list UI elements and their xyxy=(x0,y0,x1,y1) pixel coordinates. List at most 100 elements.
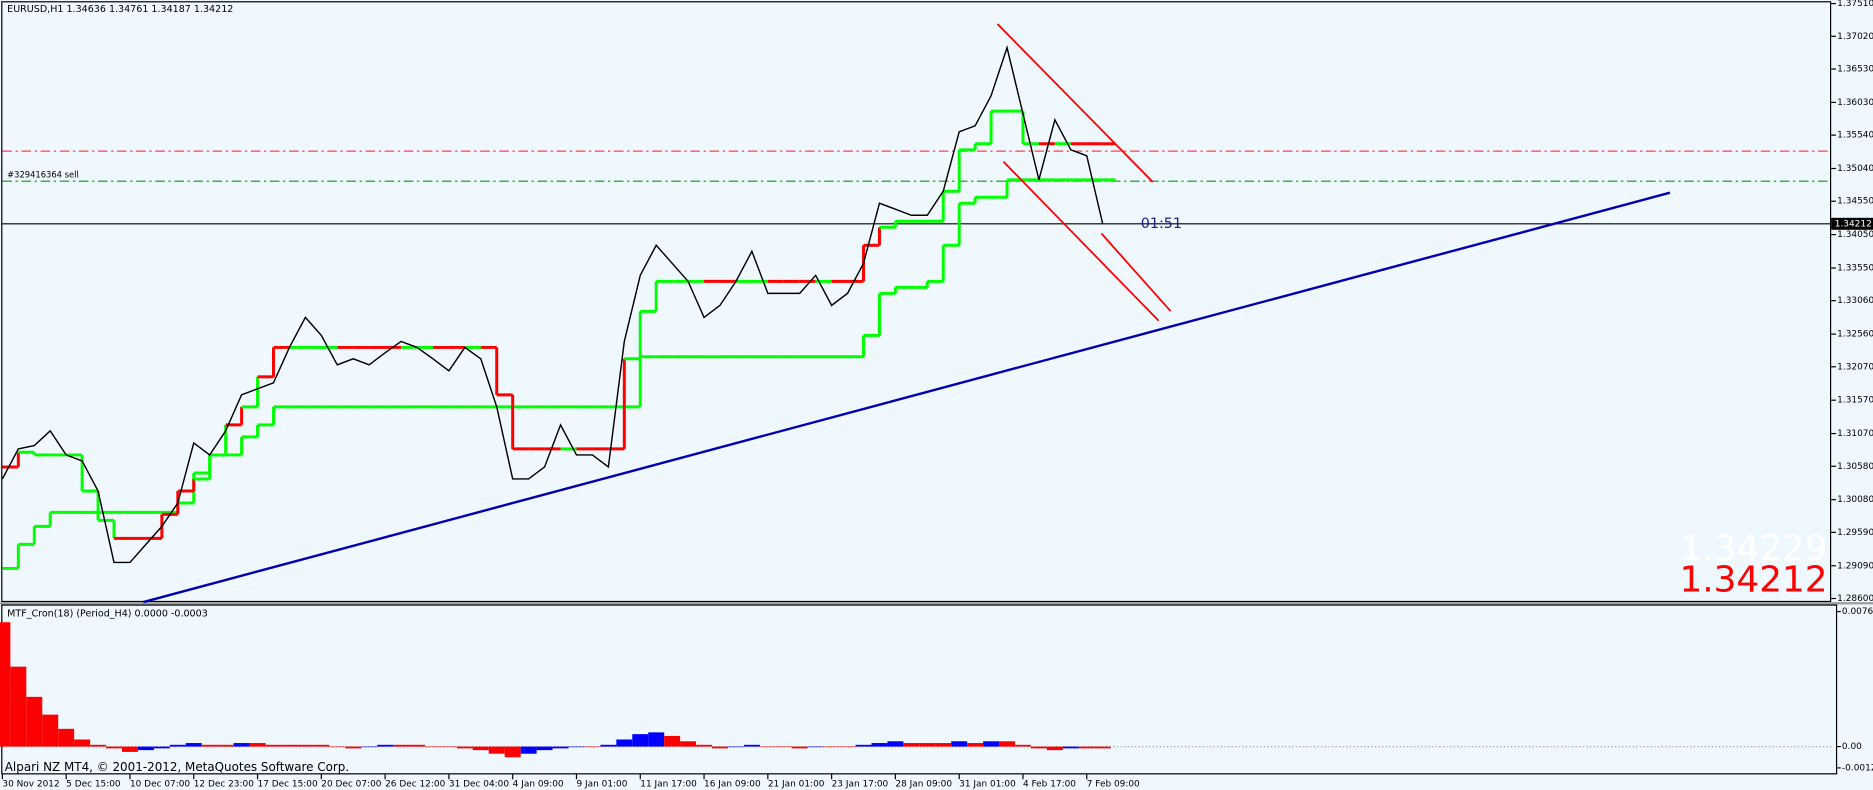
x-tick-label: 4 Feb 17:00 xyxy=(1023,780,1076,790)
x-tick-label: 30 Nov 2012 xyxy=(2,780,59,790)
histogram-bar xyxy=(696,744,713,747)
x-tick-label: 28 Jan 09:00 xyxy=(895,780,952,790)
histogram-bar xyxy=(1046,746,1063,751)
y-tick-label: 1.31070 xyxy=(1837,429,1873,439)
y-tick-label: 1.37510 xyxy=(1837,0,1873,9)
histogram-bar xyxy=(823,746,840,748)
histogram-bar xyxy=(265,744,282,747)
histogram-bar xyxy=(967,743,984,747)
y-tick-label: 1.28600 xyxy=(1837,594,1873,604)
blue-trendline xyxy=(143,191,1671,604)
histogram-bar xyxy=(903,743,920,747)
histogram-bar xyxy=(871,743,888,747)
histogram-bar xyxy=(329,746,346,748)
price-line xyxy=(1,45,1104,564)
histogram-bar xyxy=(919,743,936,747)
channel-upper xyxy=(996,23,1154,183)
x-tick-label: 5 Dec 15:00 xyxy=(66,780,121,790)
histogram-bar xyxy=(1094,746,1111,749)
histogram-bar xyxy=(377,744,394,747)
histogram-bar xyxy=(520,746,537,754)
histogram-bar xyxy=(361,746,378,748)
histogram-bar xyxy=(58,728,75,747)
x-tick-label: 23 Jan 17:00 xyxy=(832,780,889,790)
histogram-bar xyxy=(616,739,633,747)
histogram-bar xyxy=(345,746,362,749)
chart-title: EURUSD,H1 1.34636 1.34761 1.34187 1.3421… xyxy=(7,4,233,15)
y-tick-label: 0.0076 xyxy=(1842,607,1873,617)
y-tick-label: 1.34550 xyxy=(1837,197,1873,207)
histogram-bar xyxy=(552,746,569,749)
histogram-bar xyxy=(26,696,43,747)
y-tick-label: 1.30580 xyxy=(1837,462,1873,472)
histogram-bar xyxy=(169,744,186,747)
x-tick-label: 26 Dec 12:00 xyxy=(385,780,445,790)
histogram-bar xyxy=(807,746,824,748)
histogram-bar xyxy=(74,739,91,747)
histogram-bar xyxy=(648,732,665,747)
ask-big: 1.34229 xyxy=(1679,529,1827,570)
histogram-bar xyxy=(137,746,154,751)
x-tick-label: 11 Jan 17:00 xyxy=(640,780,697,790)
histogram-bar xyxy=(153,746,170,749)
y-tick-label: 1.33550 xyxy=(1837,263,1873,273)
y-tick-label: 0.00 xyxy=(1842,742,1862,752)
x-tick-label: 16 Jan 09:00 xyxy=(704,780,761,790)
histogram-bar xyxy=(536,746,553,751)
histogram-bar xyxy=(887,741,904,747)
order-level-line-label: #329416364 sell xyxy=(7,170,79,180)
indicator-title: MTF_Cron(18) (Period_H4) 0.0000 -0.0003 xyxy=(7,609,208,620)
x-tick-label: 21 Jan 01:00 xyxy=(768,780,825,790)
x-tick-label: 31 Dec 04:00 xyxy=(449,780,509,790)
panel-separator xyxy=(0,602,1873,605)
histogram-bar xyxy=(568,746,585,748)
histogram-bar xyxy=(106,746,122,749)
main-frame xyxy=(1,1,1832,603)
histogram-bar xyxy=(951,741,968,747)
x-tick-label: 9 Jan 01:00 xyxy=(576,780,627,790)
histogram-bar xyxy=(855,744,872,747)
histogram-bar xyxy=(1030,746,1047,749)
histogram-bar xyxy=(249,743,266,747)
y-tick-label: 1.35040 xyxy=(1837,164,1873,174)
y-tick-label: 1.35540 xyxy=(1837,131,1873,141)
bid-box xyxy=(1831,217,1873,230)
histogram-bar xyxy=(90,744,107,747)
y-tick-label: 1.36030 xyxy=(1837,98,1873,108)
x-tick-label: 31 Jan 01:00 xyxy=(959,780,1016,790)
x-tick-label: 10 Dec 07:00 xyxy=(130,780,190,790)
y-tick-label: 1.29590 xyxy=(1837,528,1873,538)
histogram-bar xyxy=(456,746,473,749)
histogram-bar xyxy=(201,744,218,747)
bid-label: 1.34212 xyxy=(1835,219,1872,229)
histogram-bar xyxy=(712,746,728,749)
histogram-bar xyxy=(488,746,505,754)
trendlines xyxy=(143,23,1671,604)
x-tick-label: 4 Jan 09:00 xyxy=(513,780,564,790)
histogram-bar xyxy=(727,746,744,748)
y-tick-label: 1.29090 xyxy=(1837,561,1873,571)
y-tick-label: 1.31570 xyxy=(1837,396,1873,406)
histogram-bar xyxy=(440,746,457,748)
y-tick-label: 1.32070 xyxy=(1837,362,1873,372)
histogram-bar xyxy=(600,744,617,747)
histogram-bar xyxy=(935,743,952,747)
histogram-bar xyxy=(504,746,521,758)
histogram-bar xyxy=(424,746,441,748)
histogram-bar xyxy=(632,734,649,747)
histogram-bar xyxy=(393,744,410,747)
y-tick-label: 1.34050 xyxy=(1837,230,1873,240)
y-tick-label: 1.33060 xyxy=(1837,296,1873,306)
histogram-bar xyxy=(743,744,760,747)
x-tick-label: 7 Feb 09:00 xyxy=(1087,780,1140,790)
histogram-bar xyxy=(983,741,1000,747)
footer: Alpari NZ MT4, © 2001-2012, MetaQuotes S… xyxy=(5,760,349,774)
x-tick-label: 17 Dec 15:00 xyxy=(258,780,318,790)
histogram-bar xyxy=(680,741,697,747)
x-tick-label: 12 Dec 23:00 xyxy=(194,780,254,790)
channel-mid xyxy=(1100,232,1172,312)
y-tick-label: 1.37020 xyxy=(1837,32,1873,42)
histogram-bar xyxy=(42,714,59,747)
